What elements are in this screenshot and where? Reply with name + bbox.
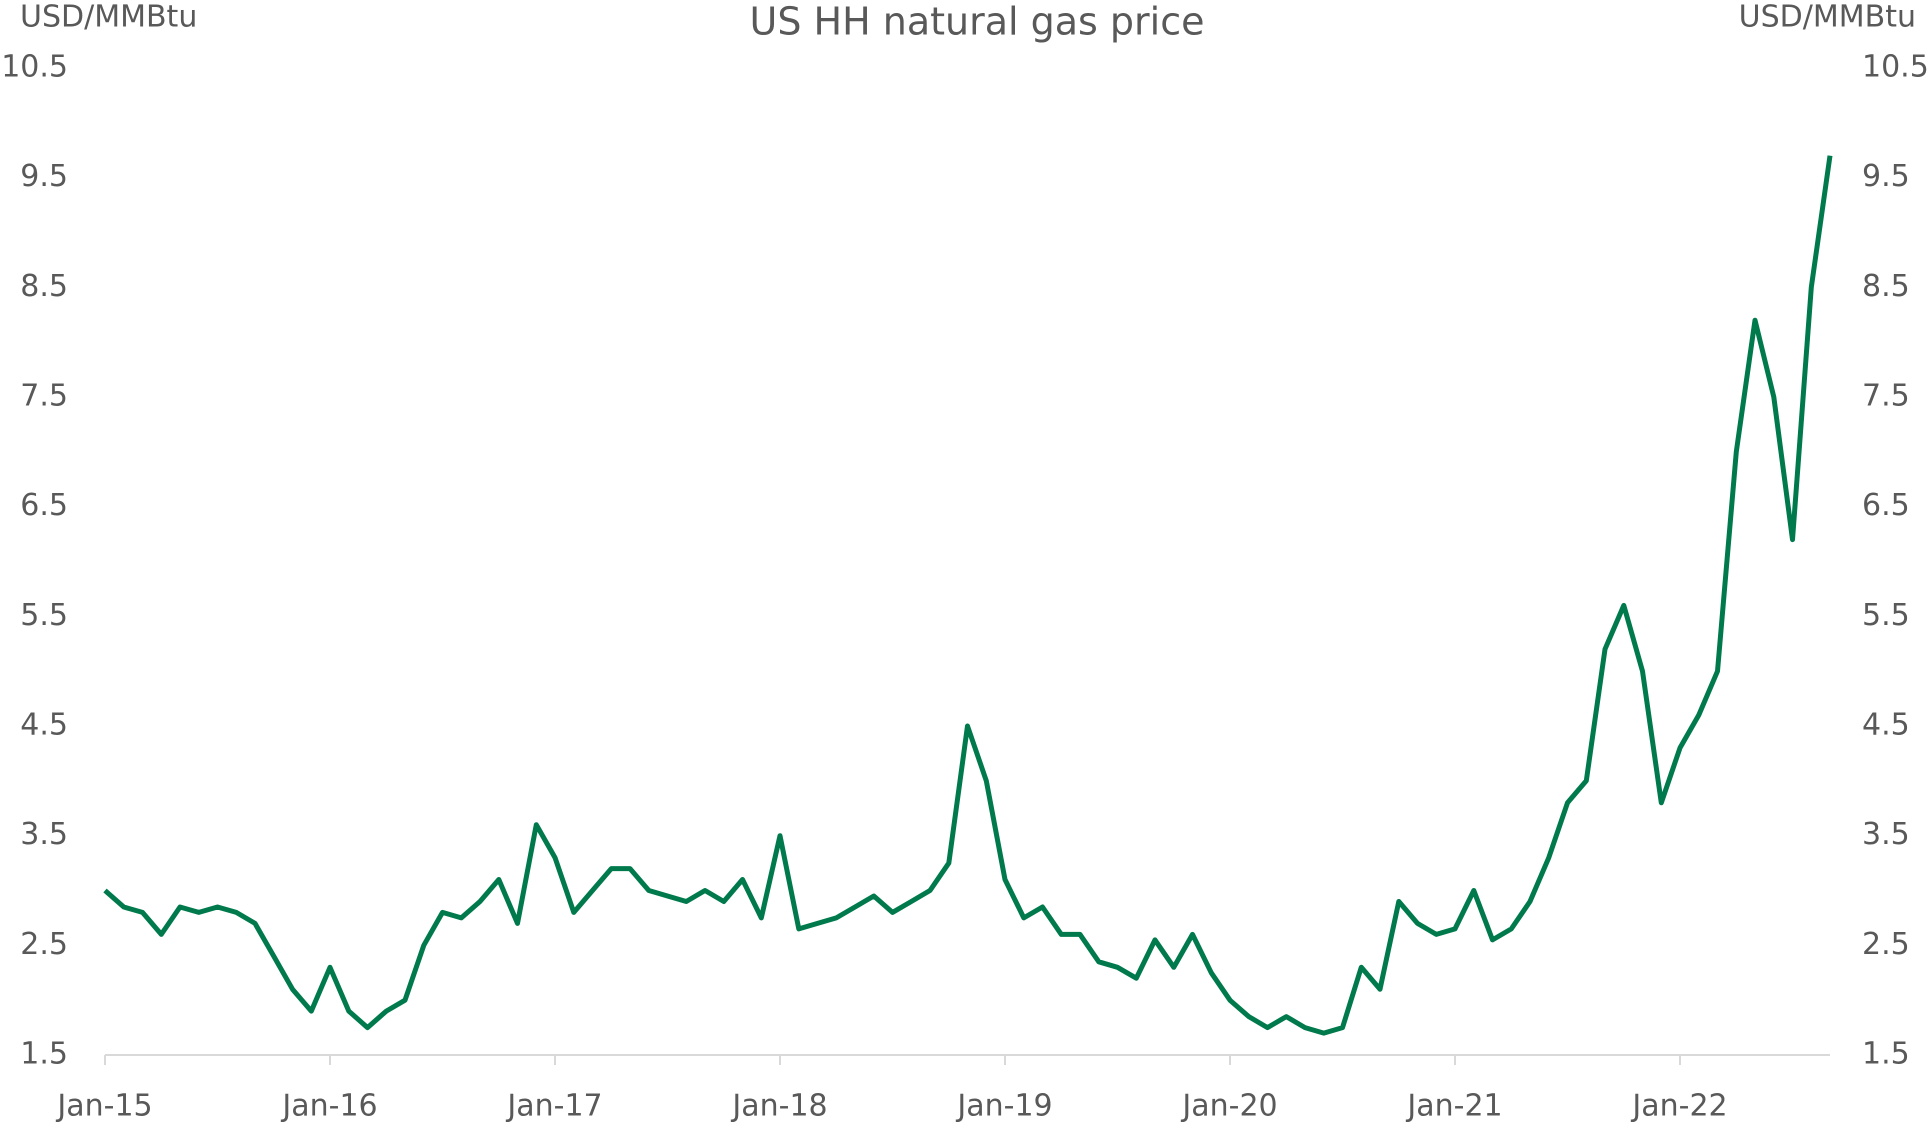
y2-tick-label: 1.5: [1862, 1037, 1910, 1072]
x-tick-label: Jan-15: [55, 1089, 152, 1124]
y2-tick-label: 2.5: [1862, 927, 1910, 962]
x-tick-label: Jan-21: [1405, 1089, 1502, 1124]
y-tick-label: 2.5: [20, 927, 68, 962]
y2-tick-label: 9.5: [1862, 159, 1910, 194]
x-tick-label: Jan-16: [280, 1089, 377, 1124]
y-tick-label: 10.5: [1, 50, 68, 85]
y-tick-label: 8.5: [20, 269, 68, 304]
y2-tick-label: 10.5: [1862, 50, 1928, 85]
y-axis-label: USD/MMBtu: [20, 0, 197, 35]
y2-tick-label: 8.5: [1862, 269, 1910, 304]
y2-tick-label: 7.5: [1862, 379, 1910, 414]
y-tick-label: 5.5: [20, 598, 68, 633]
x-tick-label: Jan-17: [505, 1089, 602, 1124]
x-tick-label: Jan-22: [1630, 1089, 1727, 1124]
y-tick-label: 7.5: [20, 379, 68, 414]
y-tick-label: 4.5: [20, 708, 68, 743]
y2-tick-label: 5.5: [1862, 598, 1910, 633]
y2-axis-label: USD/MMBtu: [1739, 0, 1916, 35]
y2-tick-label: 6.5: [1862, 488, 1910, 523]
y-tick-label: 9.5: [20, 159, 68, 194]
y-tick-label: 1.5: [20, 1037, 68, 1072]
y-tick-label: 3.5: [20, 817, 68, 852]
y2-tick-label: 4.5: [1862, 708, 1910, 743]
x-tick-label: Jan-19: [955, 1089, 1052, 1124]
y-tick-label: 6.5: [20, 488, 68, 523]
x-tick-label: Jan-18: [730, 1089, 827, 1124]
y2-tick-label: 3.5: [1862, 817, 1910, 852]
chart-title: US HH natural gas price: [750, 0, 1205, 44]
x-tick-label: Jan-20: [1180, 1089, 1277, 1124]
line-series: [103, 155, 1833, 1036]
